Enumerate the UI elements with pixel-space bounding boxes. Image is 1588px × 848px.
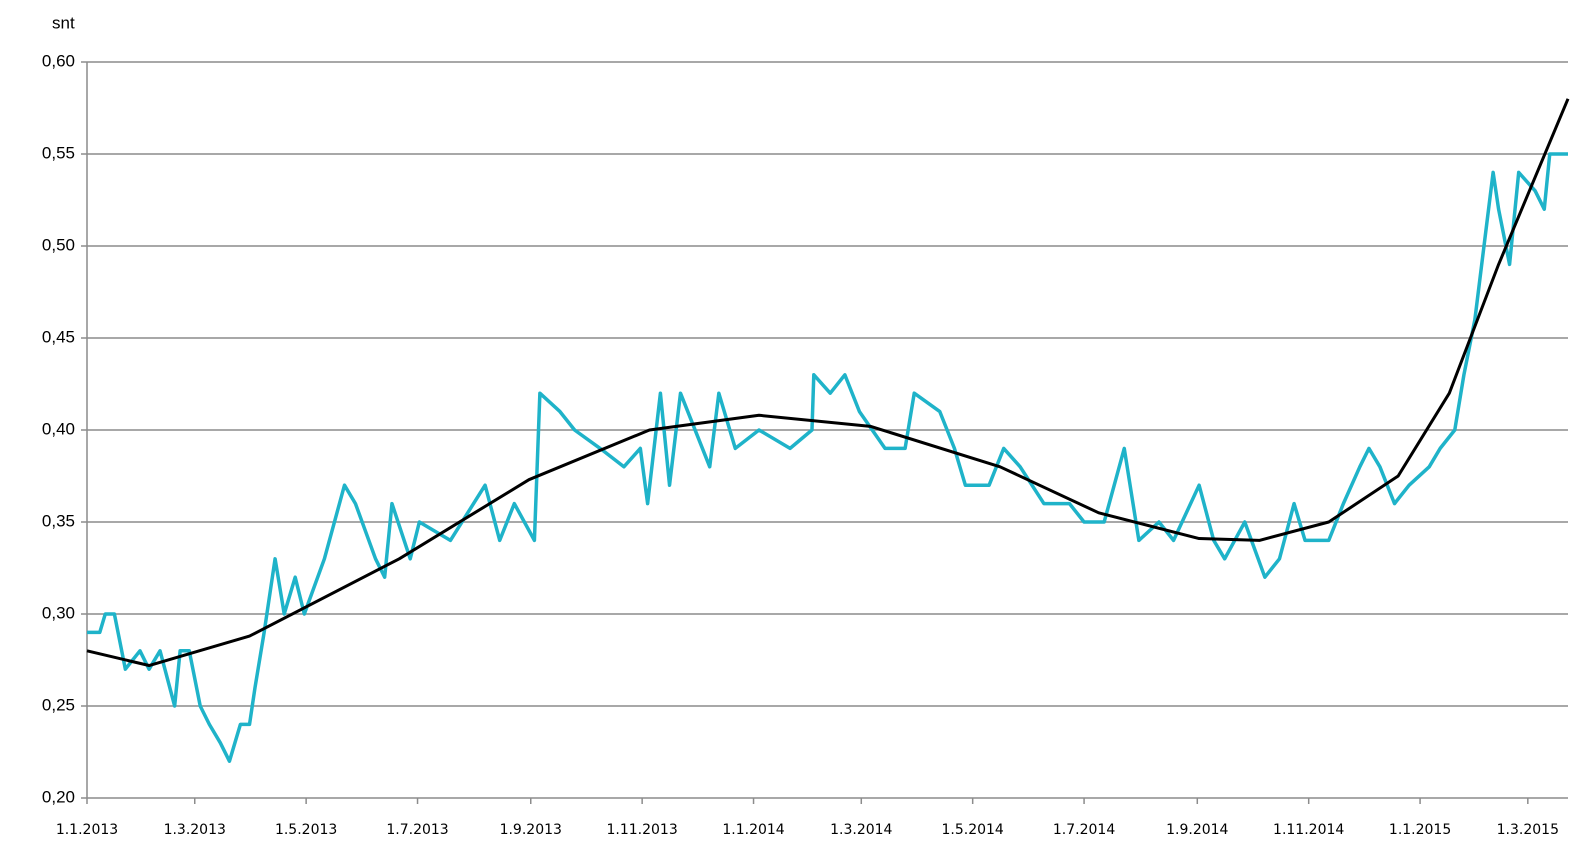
x-tick-label: 1.1.2015 [1389,822,1451,838]
y-tick-label: 0,30 [42,603,75,622]
y-tick-label: 0,50 [42,235,75,254]
y-axis-label: snt [52,13,75,32]
x-tick-label: 1.5.2014 [942,822,1004,838]
y-tick-label: 0,40 [42,419,75,438]
y-tick-label: 0,20 [42,787,75,806]
x-tick-label: 1.7.2013 [386,822,448,838]
y-tick-label: 0,35 [42,511,75,530]
x-tick-label: 1.5.2013 [275,822,337,838]
x-tick-label: 1.11.2014 [1273,822,1344,838]
y-tick-label: 0,25 [42,695,75,714]
x-tick-label: 1.3.2015 [1497,822,1559,838]
x-tick-label: 1.9.2013 [500,822,562,838]
x-tick-label: 1.3.2014 [830,822,892,838]
x-tick-label: 1.9.2014 [1166,822,1228,838]
x-tick-label: 1.11.2013 [607,822,678,838]
line-series [87,152,1568,763]
x-tick-label: 1.1.2013 [56,822,118,838]
x-tick-label: 1.7.2014 [1053,822,1115,838]
line-series [86,98,1570,668]
y-tick-label: 0,45 [42,327,75,346]
x-tick-label: 1.3.2013 [164,822,226,838]
y-tick-label: 0,60 [42,51,75,70]
x-tick-label: 1.1.2014 [722,822,784,838]
y-tick-label: 0,55 [42,143,75,162]
